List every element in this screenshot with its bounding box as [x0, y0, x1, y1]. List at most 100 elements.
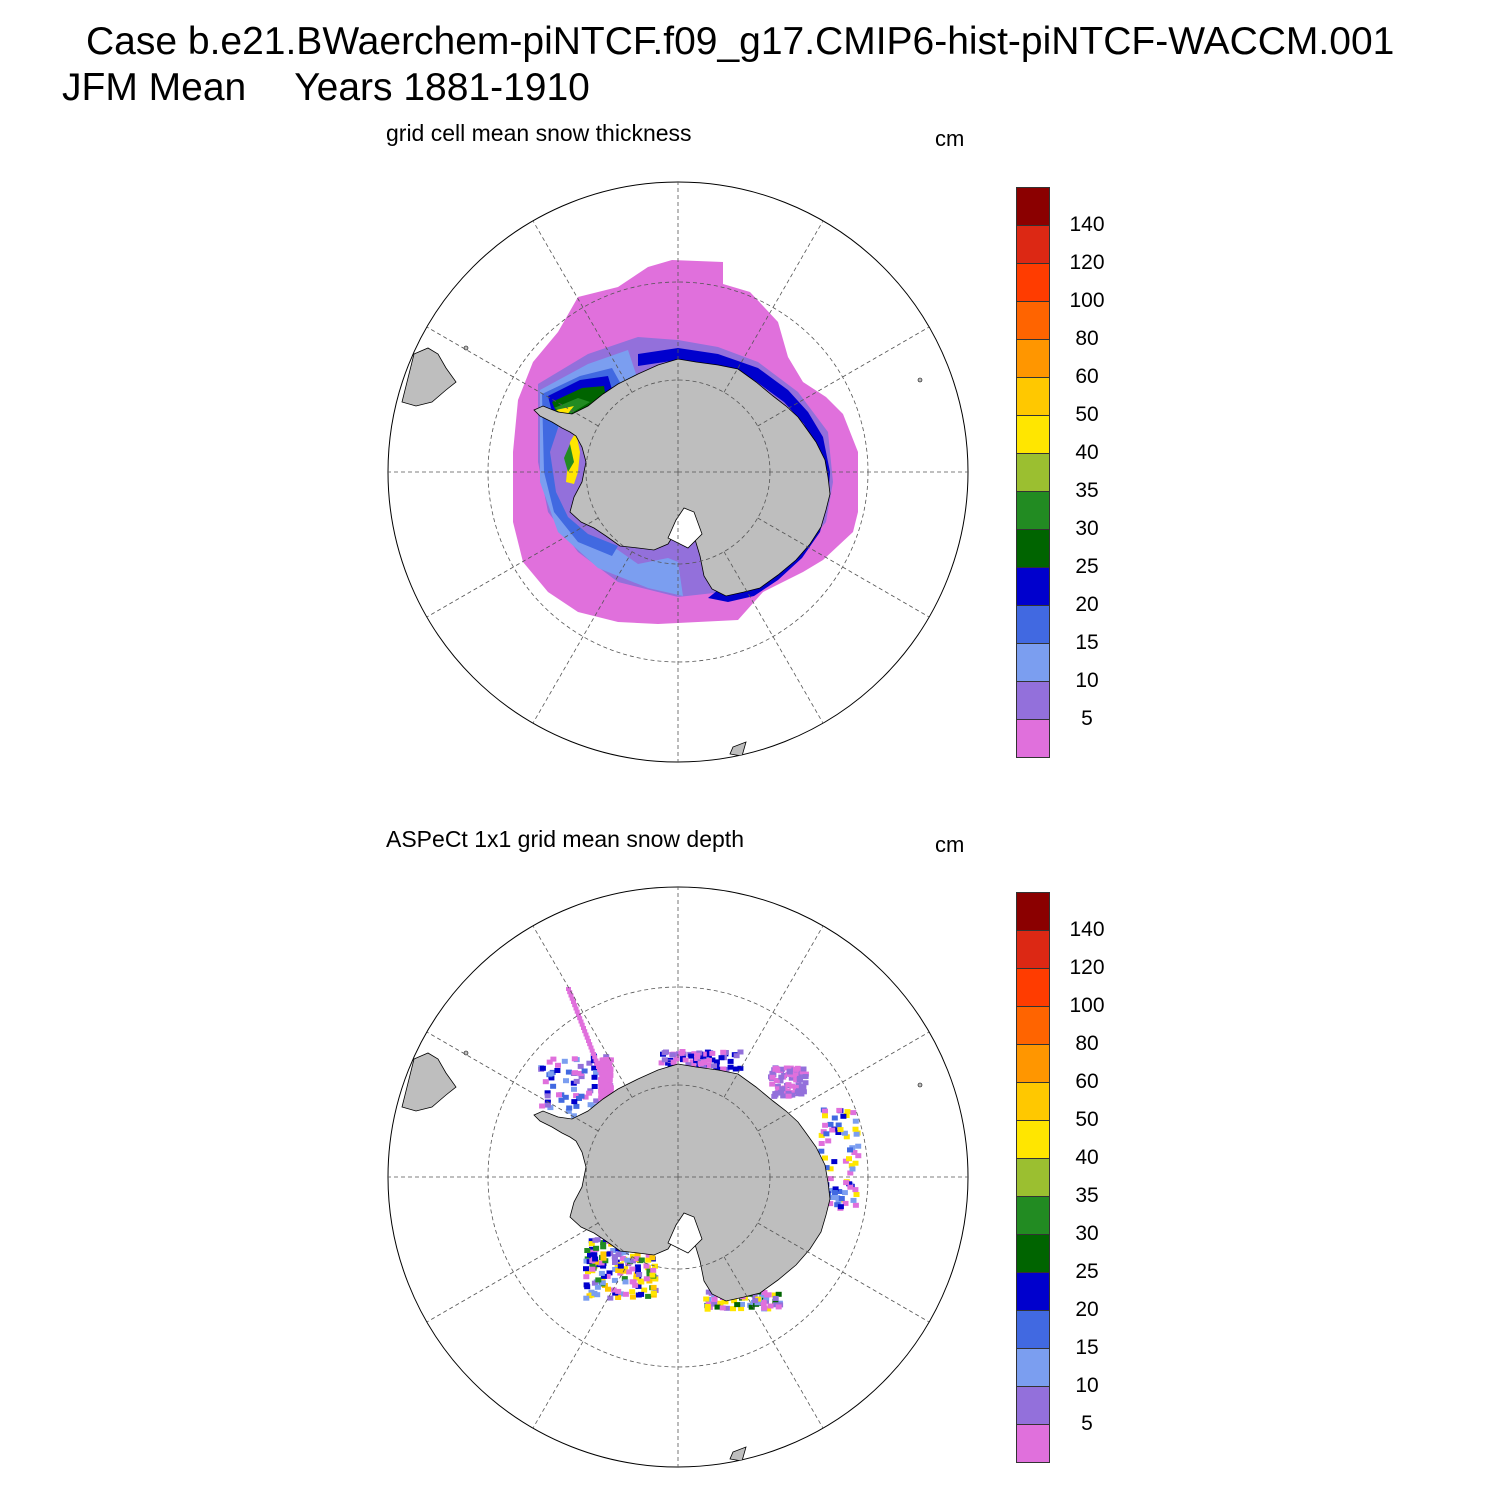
- obs-cell: [577, 1016, 583, 1021]
- period-title: JFM Mean Years 1881-1910: [62, 68, 590, 107]
- obs-cell: [617, 1263, 624, 1269]
- obs-cell: [591, 1052, 596, 1056]
- obs-cell: [836, 1107, 843, 1113]
- obs-cell: [617, 1291, 624, 1297]
- obs-cell: [576, 1013, 581, 1017]
- obs-cell: [779, 1066, 785, 1072]
- obs-cell: [800, 1089, 807, 1095]
- obs-cell: [727, 1058, 734, 1064]
- obs-cell: [769, 1070, 776, 1076]
- obs-cell: [542, 1079, 549, 1085]
- meridian-line: [426, 1222, 599, 1323]
- obs-cell: [846, 1156, 852, 1162]
- obs-cell: [703, 1296, 710, 1302]
- obs-cell: [629, 1279, 636, 1285]
- obs-cell: [785, 1093, 792, 1099]
- colorbar-swatch: [1016, 1234, 1050, 1273]
- colorbar-tick-label: 80: [1075, 327, 1099, 350]
- obs-cell: [548, 1075, 555, 1081]
- obs-cell: [831, 1159, 838, 1165]
- obs-cell: [832, 1186, 839, 1192]
- obs-cell: [638, 1257, 645, 1263]
- obs-cell: [852, 1202, 859, 1208]
- meridian-line: [532, 220, 633, 393]
- obs-cell: [772, 1295, 779, 1301]
- colorbar-tick-label: 25: [1075, 1260, 1099, 1283]
- obs-cell: [796, 1077, 803, 1082]
- obs-cell: [584, 1284, 591, 1290]
- colorbar-swatch: [1016, 1424, 1050, 1463]
- obs-cell: [591, 1065, 598, 1071]
- obs-cell: [730, 1306, 736, 1312]
- obs-cell: [792, 1070, 799, 1076]
- obs-cell: [587, 1102, 594, 1108]
- obs-cell: [853, 1192, 860, 1197]
- colorbar-swatch: [1016, 968, 1050, 1007]
- obs-cell: [731, 1298, 738, 1304]
- obs-cell: [578, 1074, 585, 1080]
- obs-cell: [591, 1074, 598, 1080]
- panel-2-title: ASPeCt 1x1 grid mean snow depth: [386, 826, 744, 852]
- obs-cell: [837, 1127, 844, 1133]
- obs-cell: [583, 1032, 589, 1037]
- obs-cell: [610, 1287, 617, 1293]
- obs-cell: [827, 1176, 834, 1182]
- obs-cell: [848, 1163, 855, 1169]
- island: [917, 377, 923, 383]
- obs-cell: [573, 1078, 580, 1084]
- obs-cell: [761, 1290, 768, 1296]
- obs-cell: [661, 1057, 668, 1063]
- obs-cell: [737, 1065, 744, 1071]
- obs-cell: [569, 996, 575, 1001]
- obs-cell: [751, 1293, 758, 1298]
- obs-cell: [689, 1059, 696, 1065]
- obs-cell: [701, 1060, 707, 1065]
- obs-cell: [855, 1153, 862, 1159]
- obs-cell: [718, 1055, 725, 1061]
- obs-cell: [600, 1273, 607, 1279]
- meridian-line: [532, 925, 633, 1098]
- obs-cell: [604, 1273, 611, 1279]
- colorbar-swatch: [1016, 1348, 1050, 1387]
- obs-cell: [630, 1253, 636, 1259]
- obs-cell: [606, 1270, 613, 1276]
- obs-cell: [622, 1266, 629, 1272]
- obs-cell: [572, 1070, 579, 1076]
- obs-cell: [574, 1009, 580, 1014]
- obs-cell: [598, 1260, 605, 1266]
- colorbar-tick-label: 30: [1075, 517, 1099, 540]
- obs-cell: [795, 1088, 802, 1094]
- obs-cell: [650, 1284, 657, 1290]
- obs-cell: [592, 1256, 599, 1262]
- obs-cell: [606, 1073, 613, 1079]
- obs-cell: [650, 1267, 657, 1273]
- colorbar-tick-label: 40: [1075, 1146, 1099, 1169]
- obs-cell: [850, 1197, 857, 1203]
- obs-cell: [769, 1081, 776, 1087]
- obs-cell: [593, 1098, 600, 1104]
- obs-cell: [573, 1093, 580, 1099]
- obs-cell: [711, 1301, 718, 1307]
- colorbar-swatch: [1016, 567, 1050, 606]
- obs-cell: [788, 1075, 795, 1081]
- colorbar-swatch: [1016, 1120, 1050, 1159]
- colorbar-swatch: [1016, 1158, 1050, 1197]
- obs-cell: [847, 1184, 854, 1190]
- obs-cell: [705, 1062, 711, 1068]
- obs-cell: [705, 1300, 712, 1306]
- obs-cell: [624, 1257, 631, 1263]
- case-title: Case b.e21.BWaerchem-piNTCF.f09_g17.CMIP…: [86, 20, 1395, 63]
- obs-cell: [773, 1066, 780, 1071]
- colorbar-swatch: [1016, 187, 1050, 226]
- island: [917, 1082, 923, 1088]
- obs-cell: [760, 1301, 767, 1306]
- obs-cell: [827, 1201, 834, 1207]
- obs-cell: [591, 1252, 598, 1258]
- obs-cell: [697, 1056, 704, 1061]
- obs-cell: [604, 1087, 610, 1092]
- obs-cell: [598, 1088, 605, 1094]
- obs-cell: [572, 1003, 578, 1008]
- obs-cell: [769, 1074, 776, 1080]
- obs-cell: [670, 1059, 677, 1065]
